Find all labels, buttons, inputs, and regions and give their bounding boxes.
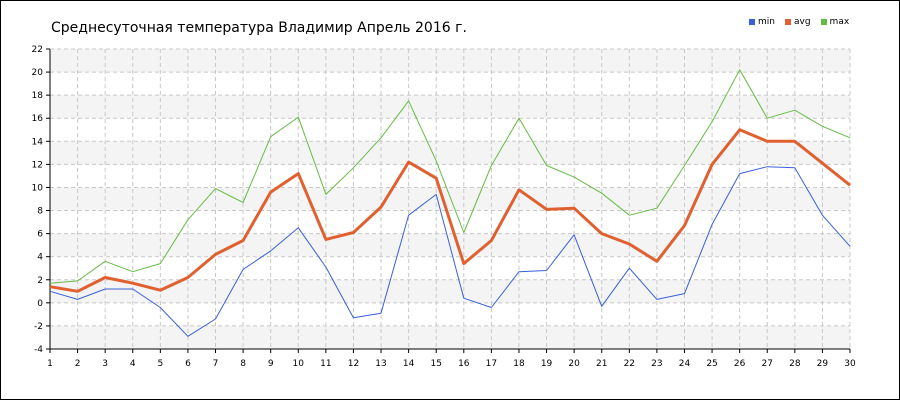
legend: min avg max (749, 17, 849, 27)
x-tick-label: 4 (130, 359, 136, 369)
x-tick-label: 25 (706, 359, 717, 369)
y-tick-label: 8 (37, 207, 43, 217)
x-tick-label: 8 (240, 359, 246, 369)
x-tick-label: 20 (568, 359, 580, 369)
x-tick-label: 14 (403, 359, 415, 369)
x-tick-label: 17 (486, 359, 497, 369)
y-tick-label: 4 (37, 253, 43, 263)
x-tick-label: 12 (348, 359, 359, 369)
y-tick-label: 0 (37, 299, 43, 309)
x-tick-label: 3 (102, 359, 108, 369)
x-tick-label: 23 (651, 359, 662, 369)
x-tick-label: 28 (789, 359, 801, 369)
x-tick-label: 13 (375, 359, 386, 369)
legend-swatch (749, 19, 755, 25)
y-tick-label: 22 (32, 45, 43, 55)
x-tick-label: 5 (157, 359, 163, 369)
x-tick-label: 19 (541, 359, 553, 369)
x-tick-label: 2 (75, 359, 81, 369)
x-tick-label: 30 (844, 359, 856, 369)
y-tick-label: 12 (32, 160, 43, 170)
series-line-avg (49, 128, 851, 293)
x-tick-label: 18 (513, 359, 525, 369)
y-tick-label: -2 (34, 322, 43, 332)
y-tick-label: 20 (32, 68, 44, 78)
x-tick-label: 22 (624, 359, 635, 369)
legend-swatch (784, 19, 791, 25)
y-tick-label: 6 (37, 230, 43, 240)
x-tick-label: 26 (734, 359, 746, 369)
x-tick-label: 9 (268, 359, 274, 369)
legend-item-avg: avg (784, 17, 811, 27)
y-tick-label: 10 (32, 183, 44, 193)
x-tick-label: 1 (47, 359, 53, 369)
series-line-max (49, 69, 851, 284)
y-tick-label: -4 (34, 345, 43, 355)
x-tick-label: 7 (213, 359, 219, 369)
legend-label: min (758, 17, 775, 27)
grid-band (50, 279, 850, 303)
x-tick-label: 29 (817, 359, 829, 369)
legend-label: max (829, 17, 850, 27)
grid-band (50, 95, 850, 119)
grid-band (50, 49, 850, 73)
grid-band (50, 141, 850, 165)
legend-item-max: max (820, 17, 850, 27)
legend-label: avg (793, 17, 811, 27)
y-tick-label: 18 (32, 91, 44, 101)
x-tick-label: 6 (185, 359, 191, 369)
legend-swatch (820, 19, 827, 25)
series-line-min (49, 166, 851, 337)
chart-title: Среднесуточная температура Владимир Апре… (51, 20, 467, 36)
y-tick-label: 16 (32, 114, 44, 124)
y-tick-label: 2 (37, 276, 43, 286)
grid-band (50, 325, 850, 349)
grid-band (50, 187, 850, 211)
y-tick-label: 14 (32, 137, 44, 147)
x-tick-label: 21 (596, 359, 607, 369)
x-tick-label: 16 (458, 359, 470, 369)
legend-item-min: min (749, 17, 775, 27)
x-tick-label: 15 (430, 359, 441, 369)
x-tick-label: 11 (320, 359, 331, 369)
x-tick-label: 10 (293, 359, 305, 369)
x-tick-label: 24 (679, 359, 691, 369)
x-tick-label: 27 (762, 359, 773, 369)
